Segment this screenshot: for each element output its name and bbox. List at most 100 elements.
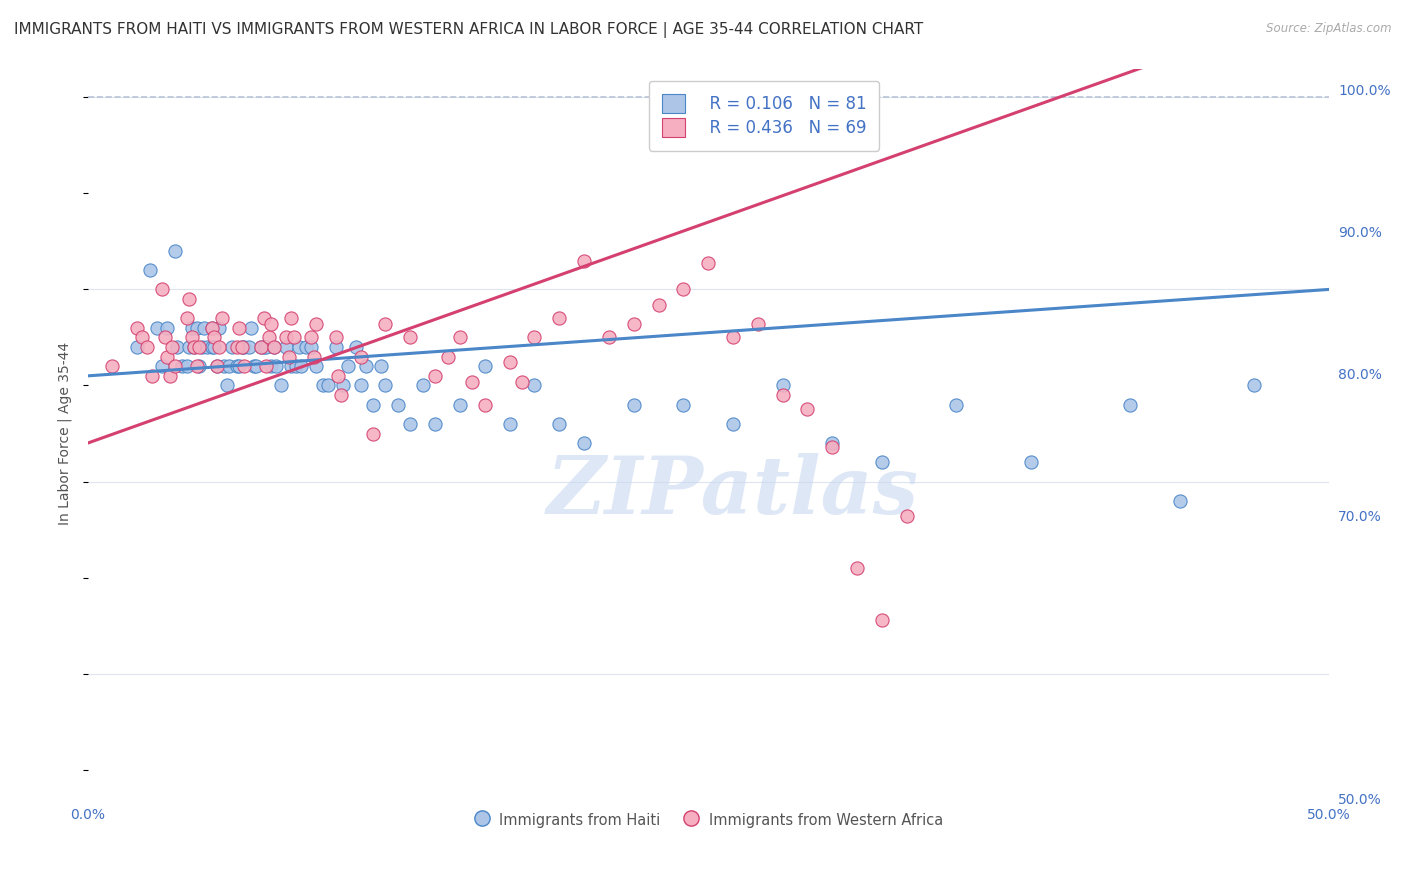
Point <box>523 330 546 344</box>
Point <box>202 340 225 354</box>
Point <box>159 368 181 383</box>
Point <box>156 350 179 364</box>
Point <box>361 398 384 412</box>
Point <box>211 311 233 326</box>
Point <box>201 321 224 335</box>
Point <box>195 340 218 354</box>
Point <box>1119 398 1142 412</box>
Point <box>945 398 967 412</box>
Point <box>374 317 396 331</box>
Point <box>283 330 305 344</box>
Point <box>325 330 347 344</box>
Point <box>225 359 247 374</box>
Point <box>498 417 520 431</box>
Point <box>399 330 422 344</box>
Point <box>423 417 446 431</box>
Point <box>260 317 283 331</box>
Point <box>350 378 373 392</box>
Point <box>193 321 215 335</box>
Point <box>238 340 260 354</box>
Point <box>598 330 620 344</box>
Point <box>361 426 384 441</box>
Point <box>228 359 250 374</box>
Point <box>312 378 335 392</box>
Point <box>260 359 283 374</box>
Point <box>179 340 201 354</box>
Point <box>290 359 312 374</box>
Point <box>191 340 214 354</box>
Point <box>772 378 794 392</box>
Text: Source: ZipAtlas.com: Source: ZipAtlas.com <box>1267 22 1392 36</box>
Point <box>188 359 211 374</box>
Point <box>138 263 160 277</box>
Point <box>245 359 267 374</box>
Point <box>305 359 328 374</box>
Point <box>325 340 347 354</box>
Point <box>188 340 211 354</box>
Point <box>243 359 266 374</box>
Point <box>870 613 893 627</box>
Point <box>449 398 471 412</box>
Point <box>510 375 533 389</box>
Point <box>387 398 409 412</box>
Point <box>896 509 918 524</box>
Point <box>474 359 496 374</box>
Text: ZIPatlas: ZIPatlas <box>547 453 920 531</box>
Point <box>263 340 285 354</box>
Point <box>423 368 446 383</box>
Point <box>474 398 496 412</box>
Point <box>254 340 277 354</box>
Point <box>160 340 183 354</box>
Point <box>523 378 546 392</box>
Point <box>254 359 277 374</box>
Point <box>156 321 179 335</box>
Point <box>277 350 299 364</box>
Point <box>672 398 695 412</box>
Point <box>186 321 208 335</box>
Point <box>436 350 458 364</box>
Point <box>295 340 318 354</box>
Point <box>215 378 238 392</box>
Point <box>318 378 340 392</box>
Point <box>305 317 328 331</box>
Point <box>127 321 149 335</box>
Point <box>344 340 367 354</box>
Point <box>572 436 595 450</box>
Point <box>257 330 280 344</box>
Point <box>721 330 744 344</box>
Point <box>276 330 298 344</box>
Point <box>263 340 285 354</box>
Point <box>176 359 198 374</box>
Point <box>101 359 124 374</box>
Point <box>179 292 201 306</box>
Point <box>183 340 205 354</box>
Point <box>180 330 202 344</box>
Point <box>1019 455 1042 469</box>
Point <box>276 340 298 354</box>
Point <box>146 321 169 335</box>
Point <box>772 388 794 402</box>
Point <box>332 378 354 392</box>
Point <box>299 330 322 344</box>
Point <box>287 340 309 354</box>
Point <box>233 359 256 374</box>
Point <box>329 388 352 402</box>
Point <box>623 398 645 412</box>
Point <box>231 340 253 354</box>
Point <box>672 282 695 296</box>
Y-axis label: In Labor Force | Age 35-44: In Labor Force | Age 35-44 <box>58 342 72 525</box>
Point <box>821 440 844 454</box>
Point <box>623 317 645 331</box>
Point <box>221 340 243 354</box>
Point <box>285 359 308 374</box>
Point <box>183 340 205 354</box>
Point <box>266 359 288 374</box>
Point <box>412 378 434 392</box>
Point <box>131 330 153 344</box>
Point <box>1168 493 1191 508</box>
Point <box>201 321 224 335</box>
Point <box>572 253 595 268</box>
Point <box>449 330 471 344</box>
Point <box>163 244 186 258</box>
Point <box>141 368 163 383</box>
